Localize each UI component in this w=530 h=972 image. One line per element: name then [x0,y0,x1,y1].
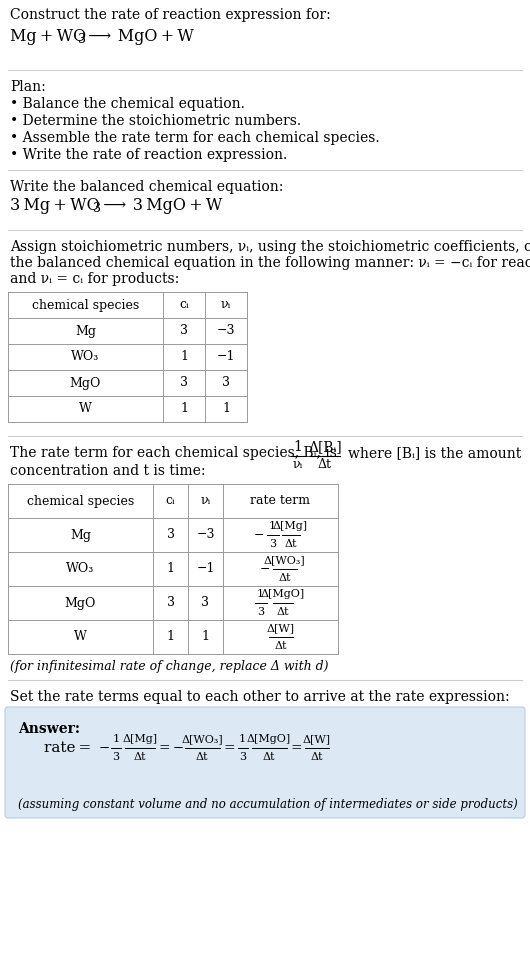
Text: Δ[Bᵢ]: Δ[Bᵢ] [308,440,342,454]
Text: Mg: Mg [75,325,96,337]
Text: concentration and t is time:: concentration and t is time: [10,464,206,478]
Text: νᵢ: νᵢ [221,298,231,311]
Text: • Write the rate of reaction expression.: • Write the rate of reaction expression. [10,148,287,162]
Text: −: − [253,529,264,541]
Text: Δ[W]: Δ[W] [267,623,295,633]
Text: 3: 3 [180,325,188,337]
Text: rate =: rate = [44,741,94,755]
Text: • Determine the stoichiometric numbers.: • Determine the stoichiometric numbers. [10,114,301,128]
Text: 1: 1 [294,440,303,454]
Text: and νᵢ = cᵢ for products:: and νᵢ = cᵢ for products: [10,272,179,286]
Text: Plan:: Plan: [10,80,46,94]
Text: Write the balanced chemical equation:: Write the balanced chemical equation: [10,180,284,194]
Text: −: − [172,742,183,754]
Text: Δ[Mg]: Δ[Mg] [273,521,308,531]
Text: ⟶  3 MgO + W: ⟶ 3 MgO + W [100,197,223,214]
Text: 1: 1 [239,734,246,744]
Text: cᵢ: cᵢ [179,298,189,311]
Text: 1: 1 [257,589,264,599]
Text: chemical species: chemical species [32,298,139,311]
Text: Δt: Δt [274,641,287,651]
FancyBboxPatch shape [5,707,525,818]
Text: W: W [74,631,87,643]
Text: Δ[WO₃]: Δ[WO₃] [181,734,223,744]
Text: Mg + WO: Mg + WO [10,28,86,45]
Text: 1: 1 [222,402,230,415]
Text: =: = [158,741,170,755]
Text: νᵢ: νᵢ [200,495,210,507]
Text: 3: 3 [112,752,120,762]
Text: • Assemble the rate term for each chemical species.: • Assemble the rate term for each chemic… [10,131,379,145]
Text: 3: 3 [180,376,188,390]
Text: MgO: MgO [65,597,96,609]
Text: 3: 3 [166,529,174,541]
Text: Δt: Δt [196,752,208,762]
Text: −1: −1 [217,351,235,364]
Text: ⟶  MgO + W: ⟶ MgO + W [85,28,194,45]
Text: 1: 1 [166,631,174,643]
Text: Δt: Δt [318,458,332,471]
Text: 3: 3 [269,539,276,549]
Text: • Balance the chemical equation.: • Balance the chemical equation. [10,97,245,111]
Text: where [Bᵢ] is the amount: where [Bᵢ] is the amount [348,446,521,460]
Text: Δ[MgO]: Δ[MgO] [260,589,305,599]
Text: Δ[W]: Δ[W] [303,734,331,744]
Text: The rate term for each chemical species, Bᵢ, is: The rate term for each chemical species,… [10,446,337,460]
Text: 3: 3 [78,33,86,46]
Text: W: W [79,402,92,415]
Text: WO₃: WO₃ [72,351,100,364]
Text: Δ[WO₃]: Δ[WO₃] [263,555,305,565]
Text: (assuming constant volume and no accumulation of intermediates or side products): (assuming constant volume and no accumul… [18,798,518,811]
Text: 1: 1 [112,734,120,744]
Text: =: = [224,741,235,755]
Text: chemical species: chemical species [27,495,134,507]
Text: 3: 3 [201,597,209,609]
Text: 1: 1 [166,563,174,575]
Text: 1: 1 [180,402,188,415]
Text: =: = [290,741,302,755]
Text: Δ[Mg]: Δ[Mg] [122,734,157,744]
Text: Δt: Δt [310,752,323,762]
Text: Δt: Δt [263,752,275,762]
Text: Assign stoichiometric numbers, νᵢ, using the stoichiometric coefficients, cᵢ, fr: Assign stoichiometric numbers, νᵢ, using… [10,240,530,254]
Text: 3: 3 [257,607,264,617]
Text: cᵢ: cᵢ [166,495,175,507]
Text: Δt: Δt [134,752,146,762]
Text: MgO: MgO [70,376,101,390]
Text: νᵢ: νᵢ [293,458,303,471]
Text: −3: −3 [196,529,215,541]
Text: 3 Mg + WO: 3 Mg + WO [10,197,100,214]
Text: Δt: Δt [276,607,289,617]
Text: WO₃: WO₃ [66,563,95,575]
Text: 3: 3 [166,597,174,609]
Text: −: − [99,742,110,754]
Text: rate term: rate term [251,495,311,507]
Text: the balanced chemical equation in the following manner: νᵢ = −cᵢ for reactants: the balanced chemical equation in the fo… [10,256,530,270]
Text: 3: 3 [93,202,101,215]
Text: Construct the rate of reaction expression for:: Construct the rate of reaction expressio… [10,8,331,22]
Text: −1: −1 [196,563,215,575]
Text: (for infinitesimal rate of change, replace Δ with d): (for infinitesimal rate of change, repla… [10,660,329,673]
Text: 1: 1 [269,521,276,531]
Text: 1: 1 [180,351,188,364]
Text: Δ[MgO]: Δ[MgO] [247,734,291,744]
Text: Mg: Mg [70,529,91,541]
Text: −: − [259,563,270,575]
Text: Δt: Δt [284,539,297,549]
Text: −3: −3 [217,325,235,337]
Text: Answer:: Answer: [18,722,80,736]
Text: Δt: Δt [278,573,291,583]
Text: Set the rate terms equal to each other to arrive at the rate expression:: Set the rate terms equal to each other t… [10,690,510,704]
Text: 3: 3 [239,752,246,762]
Text: 3: 3 [222,376,230,390]
Text: 1: 1 [201,631,209,643]
